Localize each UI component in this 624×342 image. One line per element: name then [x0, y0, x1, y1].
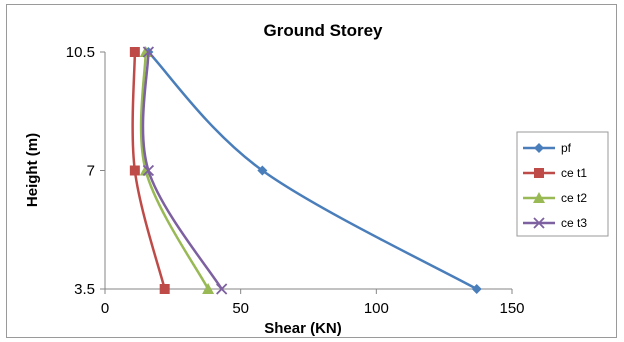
x-tick-label: 150 [499, 300, 524, 317]
chart-frame [6, 4, 617, 338]
y-axis-title: Height (m) [24, 133, 41, 207]
x-axis-title: Shear (KN) [264, 320, 342, 337]
x-tick-label: 0 [101, 300, 109, 317]
legend: pf ce t1 ce t2 ce t3 [523, 141, 587, 230]
chart-title: Ground Storey [263, 21, 383, 40]
series-line-1 [147, 51, 478, 291]
data-point-4 [142, 164, 155, 177]
x-tick-label: 100 [364, 300, 389, 317]
y-tick-label: 10.5 [66, 44, 95, 61]
data-point-1 [257, 165, 268, 176]
legend-marker [533, 192, 545, 203]
series-layer [129, 46, 482, 295]
data-point-2 [129, 47, 140, 57]
data-point-2 [129, 165, 140, 176]
legend-marker [534, 168, 544, 178]
legend-marker [533, 217, 545, 229]
legend-marker [534, 143, 544, 153]
data-point-2 [159, 284, 170, 294]
y-tick-label: 7 [87, 163, 95, 180]
x-tick-label: 50 [232, 300, 249, 317]
data-point-1 [471, 284, 482, 294]
data-point-3 [202, 283, 215, 294]
legend-label: ce t1 [561, 166, 587, 180]
legend-box [516, 131, 609, 237]
legend-label: ce t3 [561, 216, 587, 230]
legend-label: ce t2 [561, 191, 587, 205]
y-tick-label: 3.5 [74, 281, 95, 298]
legend-label: pf [561, 141, 572, 155]
data-point-4 [216, 283, 228, 295]
axes: 3.5 7 10.5 0 50 100 150 [66, 44, 525, 317]
data-point-4 [142, 46, 155, 58]
